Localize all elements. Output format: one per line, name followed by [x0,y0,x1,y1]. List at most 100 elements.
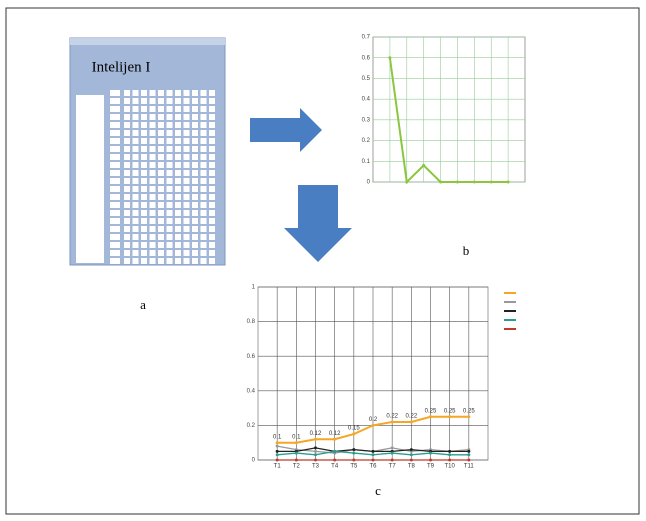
cell [192,210,198,216]
cell [184,194,190,200]
cell [133,258,139,264]
app-screenshot: Intelijen I [70,38,225,265]
cell [150,186,156,192]
y-tick-label: 0.1 [362,159,371,165]
cell [158,194,164,200]
cell [150,258,156,264]
side-panel [76,95,104,263]
cell [175,186,181,192]
cell [175,258,181,264]
cell [150,178,156,184]
cell [158,210,164,216]
cell [150,218,156,224]
cell [133,122,139,128]
cell [167,90,173,96]
cell [150,114,156,120]
data-label: 0.22 [405,414,417,420]
cell [201,210,207,216]
y-tick-label: 0.2 [362,138,371,144]
cell [184,178,190,184]
cell [192,226,198,232]
x-tick-label: T10 [444,464,455,470]
cell [192,170,198,176]
cell [184,146,190,152]
point [391,446,394,449]
cell [150,98,156,104]
point [448,459,451,462]
cell [184,258,190,264]
panel-label: a [140,297,146,312]
cell [124,146,130,152]
cell [158,170,164,176]
cell [184,250,190,256]
y-tick-label: 0.3 [362,117,371,123]
cell [124,218,130,224]
row-label [110,242,120,248]
cell [184,202,190,208]
cell [158,186,164,192]
y-tick-label: 0 [252,458,256,464]
cell [184,114,190,120]
cell [209,170,215,176]
cell [124,98,130,104]
cell [184,122,190,128]
cell [175,202,181,208]
cell [209,218,215,224]
cell [201,106,207,112]
cell [209,122,215,128]
cell [133,226,139,232]
point [295,441,298,444]
row-label [110,154,120,160]
data-label: 0.12 [310,431,322,437]
cell [133,178,139,184]
cell [201,234,207,240]
row-label [110,210,120,216]
point [372,450,375,453]
cell [124,154,130,160]
cell [141,90,147,96]
cell [175,162,181,168]
cell [141,130,147,136]
cell [124,122,130,128]
app-title: Intelijen I [92,59,151,75]
point [333,450,336,453]
cell [209,130,215,136]
point [410,448,413,451]
cell [141,98,147,104]
data-label: 0.2 [369,417,378,423]
cell [184,90,190,96]
point [391,459,394,462]
cell [141,202,147,208]
cell [167,98,173,104]
y-tick-label: 0.4 [247,388,256,394]
cell [167,162,173,168]
cell [141,258,147,264]
cell [124,242,130,248]
cell [124,186,130,192]
y-tick-label: 0.4 [362,97,371,103]
cell [192,234,198,240]
plot-area [373,37,525,182]
cell [175,138,181,144]
cell [192,186,198,192]
cell [133,194,139,200]
cell [150,90,156,96]
point [405,181,408,184]
point [448,453,451,456]
cell [192,90,198,96]
cell [133,114,139,120]
cell [209,162,215,168]
menu-bar [70,38,225,45]
cell [175,122,181,128]
cell [201,202,207,208]
point [276,450,279,453]
cell [192,122,198,128]
cell [209,154,215,160]
cell [175,98,181,104]
point [352,433,355,436]
cell [158,122,164,128]
cell [167,130,173,136]
point [467,415,470,418]
cell [150,242,156,248]
cell [133,130,139,136]
